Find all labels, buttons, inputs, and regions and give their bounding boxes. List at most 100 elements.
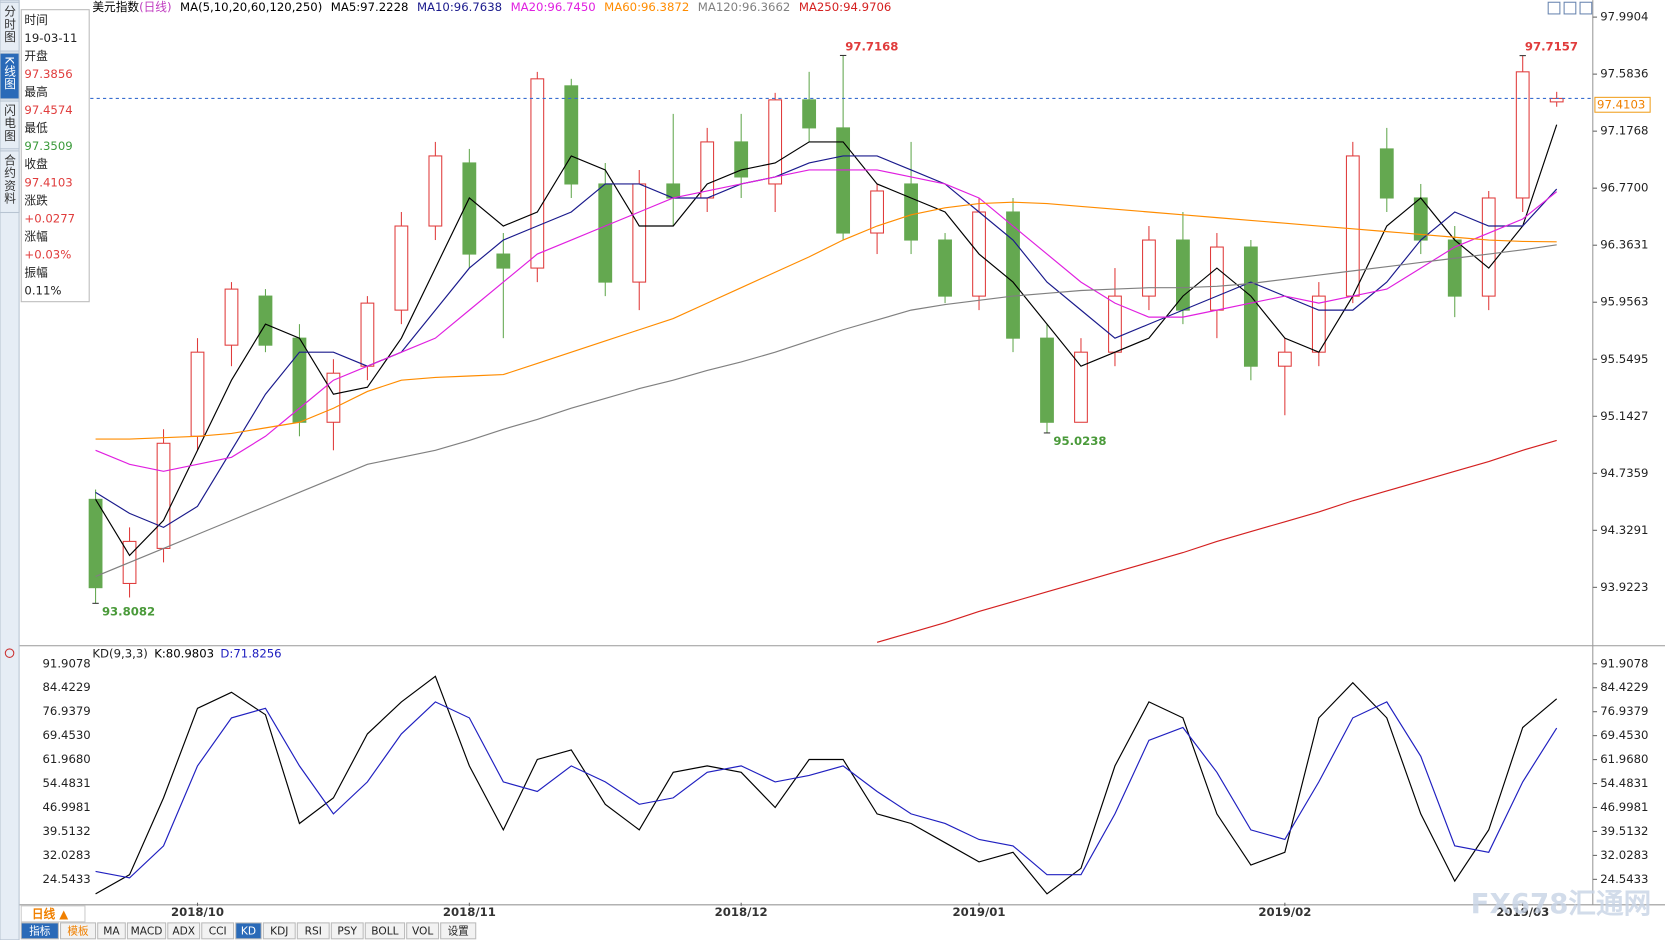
current-price-tag: 97.4103 xyxy=(1597,97,1645,111)
candle-body xyxy=(156,442,171,549)
candle-body xyxy=(1379,148,1394,199)
chart-title: 美元指数 xyxy=(92,0,139,14)
icon xyxy=(1547,1,1561,15)
line-series xyxy=(95,169,1558,472)
candle-body xyxy=(1209,246,1224,311)
y-tick-label: 95.9563 xyxy=(1600,295,1648,309)
y-tick-label: 69.4530 xyxy=(1600,728,1648,742)
indicator-tab[interactable] xyxy=(126,922,167,940)
x-tick-label: 2019/01 xyxy=(953,905,1006,919)
info-field: 19-03-11 xyxy=(24,31,77,45)
candle-body xyxy=(190,351,205,437)
indicator-tab[interactable] xyxy=(59,922,97,940)
icon xyxy=(1579,1,1593,15)
y-tick-label: 32.0283 xyxy=(1600,848,1648,862)
legend-entry: MA10:96.7638 xyxy=(417,0,502,14)
y-tick-label: 61.9680 xyxy=(1600,752,1648,766)
line-series xyxy=(95,675,1558,895)
info-field: 97.3856 xyxy=(24,67,72,81)
y-tick-label-left: 91.9078 xyxy=(42,656,90,670)
side-tab[interactable] xyxy=(0,100,20,150)
candle-body xyxy=(428,155,443,227)
y-tick-label-left: 32.0283 xyxy=(42,848,90,862)
y-tick-label: 54.4831 xyxy=(1600,776,1648,790)
y-tick-label: 24.5433 xyxy=(1600,872,1648,886)
line-series xyxy=(876,439,1557,643)
indicator-tab[interactable] xyxy=(406,922,440,940)
candle-body xyxy=(904,183,918,241)
y-tick-label-left: 61.9680 xyxy=(42,752,90,766)
candle-body xyxy=(1006,211,1020,339)
candle-body xyxy=(564,85,579,185)
kd-settings-icon[interactable] xyxy=(4,648,15,658)
line-series xyxy=(95,124,1558,557)
info-field: 开盘 xyxy=(24,49,48,63)
candle-body xyxy=(734,141,749,178)
watermark: FX678汇通网 xyxy=(1471,887,1652,920)
y-tick-label: 46.9981 xyxy=(1600,800,1648,814)
side-tab-label: 分时图 xyxy=(3,5,17,43)
period-tab[interactable] xyxy=(20,905,86,923)
indicator-tab-label: KDJ xyxy=(270,924,288,937)
info-panel xyxy=(20,9,90,303)
indicator-tab[interactable] xyxy=(364,922,406,940)
x-tick-label: 2019/02 xyxy=(1258,905,1311,919)
indicator-tab[interactable] xyxy=(330,922,364,940)
indicator-tab-label: 模板 xyxy=(67,924,89,937)
side-tab-label: K线图 xyxy=(3,56,17,90)
y-tick-label: 97.5836 xyxy=(1600,67,1648,81)
candle-body xyxy=(1142,239,1156,297)
indicator-tab[interactable] xyxy=(167,922,201,940)
y-tick-label: 96.7700 xyxy=(1600,181,1648,195)
low-label: 95.0238 xyxy=(1053,434,1106,448)
legend-entry: MA20:96.7450 xyxy=(511,0,596,14)
indicator-tab[interactable] xyxy=(262,922,296,940)
candle-body xyxy=(1345,155,1360,297)
y-tick-label: 39.5132 xyxy=(1600,824,1648,838)
y-tick-label-left: 46.9981 xyxy=(42,800,90,814)
candle-body xyxy=(1243,246,1258,367)
indicator-tab[interactable] xyxy=(235,922,262,940)
indicator-tab[interactable] xyxy=(201,922,235,940)
indicator-title: KD(9,3,3) xyxy=(92,647,147,661)
candle-body xyxy=(496,253,511,269)
indicator-tab[interactable] xyxy=(97,922,126,940)
indicator-tab[interactable] xyxy=(20,922,59,940)
side-tab[interactable] xyxy=(0,1,20,52)
info-field: 97.4103 xyxy=(24,175,72,189)
side-tab[interactable] xyxy=(0,150,20,214)
toolbar-icons xyxy=(1547,1,1593,15)
info-field: 振幅 xyxy=(24,266,48,280)
y-tick-label: 76.9379 xyxy=(1600,704,1648,718)
candle-body xyxy=(1447,239,1462,297)
legend-entry: K:80.9803 xyxy=(154,647,214,661)
info-field: 涨跌 xyxy=(24,193,48,207)
info-field: 收盘 xyxy=(24,157,48,171)
candle-body xyxy=(258,295,273,346)
indicator-tab-label: 设置 xyxy=(448,924,470,937)
y-tick-label: 97.9904 xyxy=(1600,10,1648,24)
side-tab[interactable] xyxy=(0,52,20,100)
candle-body xyxy=(530,78,545,269)
candle-body xyxy=(768,99,783,185)
candle-body xyxy=(632,183,647,283)
y-tick-label: 91.9078 xyxy=(1600,656,1648,670)
candle-body xyxy=(802,99,817,129)
candle-body xyxy=(598,183,613,283)
period-tab-label: 日线 ▲ xyxy=(32,907,68,921)
legend-entry: MA250:94.9706 xyxy=(799,0,892,14)
line-series xyxy=(95,244,1557,577)
indicator-tab[interactable] xyxy=(440,922,477,940)
x-tick-label: 2018/12 xyxy=(715,905,768,919)
info-field: 97.4574 xyxy=(24,103,72,117)
ma-params: MA(5,10,20,60,120,250) xyxy=(180,0,322,14)
y-tick-label-left: 69.4530 xyxy=(42,728,90,742)
legend-entry: D:71.8256 xyxy=(220,647,281,661)
candle-body xyxy=(224,288,239,346)
candle-body xyxy=(292,337,307,423)
info-field: 97.3509 xyxy=(24,139,72,153)
y-tick-label-left: 24.5433 xyxy=(42,872,90,886)
candle-body xyxy=(1040,337,1054,423)
indicator-tab[interactable] xyxy=(296,922,330,940)
